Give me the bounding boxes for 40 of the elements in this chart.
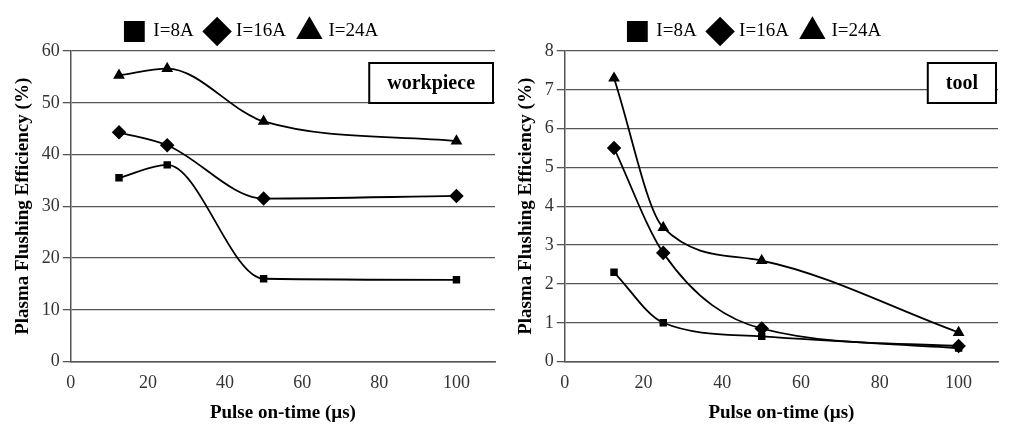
y-axis-title: Plasma Flushing Efficiency (%) (11, 77, 34, 335)
x-tick-label: 100 (945, 372, 973, 393)
y-tick-label: 30 (41, 195, 60, 216)
legend-label: I=16A (739, 19, 790, 41)
x-tick-label: 80 (870, 372, 889, 393)
x-tick-label: 60 (293, 372, 312, 393)
legend-label: I=16A (236, 19, 287, 41)
legend-label: I=8A (656, 19, 697, 41)
y-tick-label: 5 (544, 156, 554, 177)
y-tick-label: 8 (544, 39, 554, 60)
annotation: tool (945, 71, 979, 94)
y-tick-label: 0 (50, 350, 60, 371)
x-tick-label: 0 (66, 372, 76, 393)
y-tick-label: 50 (41, 91, 60, 112)
legend-label: I=24A (328, 19, 379, 41)
y-tick-label: 1 (544, 311, 554, 332)
y-tick-label: 20 (41, 246, 60, 267)
x-tick-label: 40 (216, 372, 235, 393)
x-tick-label: 80 (370, 372, 389, 393)
y-tick-label: 7 (544, 78, 554, 99)
y-axis-title: Plasma Flushing Efficiency (%) (514, 77, 537, 335)
y-tick-label: 6 (544, 117, 554, 138)
x-tick-label: 60 (792, 372, 811, 393)
y-tick-label: 60 (41, 39, 60, 60)
y-tick-label: 4 (544, 195, 554, 216)
x-tick-label: 100 (442, 372, 470, 393)
x-tick-label: 20 (138, 372, 157, 393)
x-tick-label: 20 (634, 372, 653, 393)
x-axis-title: Pulse on-time (µs) (708, 400, 855, 423)
y-tick-label: 10 (41, 298, 60, 319)
annotation: workpiece (387, 71, 476, 95)
legend-label: I=8A (153, 19, 194, 41)
x-tick-label: 40 (713, 372, 732, 393)
x-tick-label: 0 (560, 372, 570, 393)
y-tick-label: 40 (41, 143, 60, 164)
y-tick-label: 0 (544, 350, 554, 371)
x-axis-title: Pulse on-time (µs) (209, 400, 356, 423)
y-tick-label: 3 (544, 233, 554, 254)
y-tick-label: 2 (544, 272, 554, 293)
legend-label: I=24A (831, 19, 882, 41)
